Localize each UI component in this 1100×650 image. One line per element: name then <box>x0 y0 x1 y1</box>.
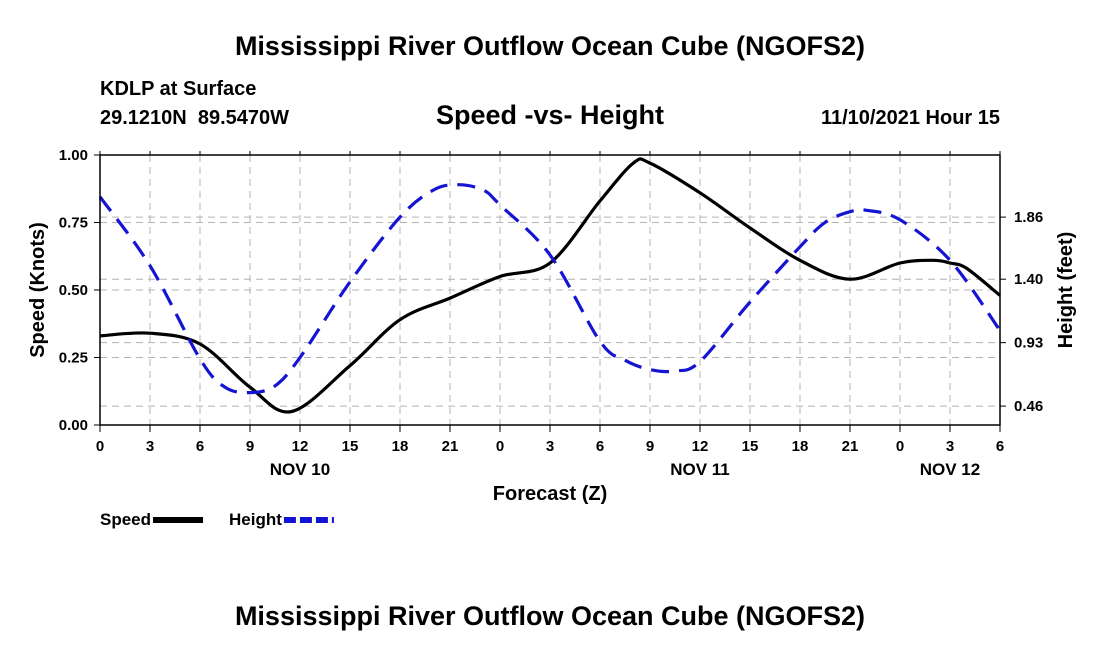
x-tick-label: 9 <box>646 438 654 455</box>
x-tick-label: 18 <box>392 438 409 455</box>
y-tick-label: 0.00 <box>59 417 88 434</box>
grid <box>100 155 1000 425</box>
forecast-datetime: 11/10/2021 Hour 15 <box>821 107 1000 129</box>
x-tick-label: 6 <box>996 438 1004 455</box>
legend-label-height: Height <box>229 510 282 529</box>
speed-series-line <box>99 157 1002 414</box>
x-tick-label: 12 <box>292 438 309 455</box>
station-name: KDLP at Surface <box>100 78 256 100</box>
y-tick-label: 1.00 <box>59 147 88 164</box>
y2-tick-label: 1.40 <box>1014 271 1043 288</box>
x-tick-label: 18 <box>792 438 809 455</box>
chart-title: Speed -vs- Height <box>436 100 664 130</box>
x-tick-label: 0 <box>896 438 904 455</box>
y2-tick-label: 1.86 <box>1014 209 1043 226</box>
x-tick-label: 3 <box>546 438 554 455</box>
y-tick-label: 0.75 <box>59 215 88 232</box>
y-tick-label: 0.50 <box>59 282 88 299</box>
x-tick-label: 15 <box>342 438 359 455</box>
x-tick-label: 0 <box>496 438 504 455</box>
y-axis-label-right: Height (feet) <box>1055 232 1077 349</box>
legend-label-speed: Speed <box>100 510 151 529</box>
x-tick-label: 3 <box>946 438 954 455</box>
footer-title: Mississippi River Outflow Ocean Cube (NG… <box>235 601 865 631</box>
day-label: NOV 12 <box>920 460 980 479</box>
x-tick-label: 9 <box>246 438 254 455</box>
height-series-line <box>98 183 1002 395</box>
x-tick-label: 3 <box>146 438 154 455</box>
x-tick-label: 21 <box>842 438 859 455</box>
x-tick-label: 21 <box>442 438 459 455</box>
x-tick-label: 15 <box>742 438 759 455</box>
x-tick-label: 12 <box>692 438 709 455</box>
day-label: NOV 11 <box>670 460 730 479</box>
y2-tick-label: 0.46 <box>1014 398 1043 415</box>
x-tick-label: 0 <box>96 438 104 455</box>
x-tick-label: 6 <box>196 438 204 455</box>
legend: Speed Height <box>100 510 334 529</box>
series-layer <box>98 157 1002 414</box>
station-coords: 29.1210N 89.5470W <box>100 107 289 129</box>
x-tick-label: 6 <box>596 438 604 455</box>
y2-tick-label: 0.93 <box>1014 335 1043 352</box>
page-title: Mississippi River Outflow Ocean Cube (NG… <box>235 31 865 61</box>
axes: 0 3 6 9 12 15 18 21 0 3 6 9 12 15 18 21 0 3 6 0.00 0.25 0.50 0… <box>59 147 1043 479</box>
day-label: NOV 10 <box>270 460 330 479</box>
x-axis-label: Forecast (Z) <box>493 483 607 505</box>
y-axis-label-left: Speed (Knots) <box>27 222 49 358</box>
y-tick-label: 0.25 <box>59 350 88 367</box>
